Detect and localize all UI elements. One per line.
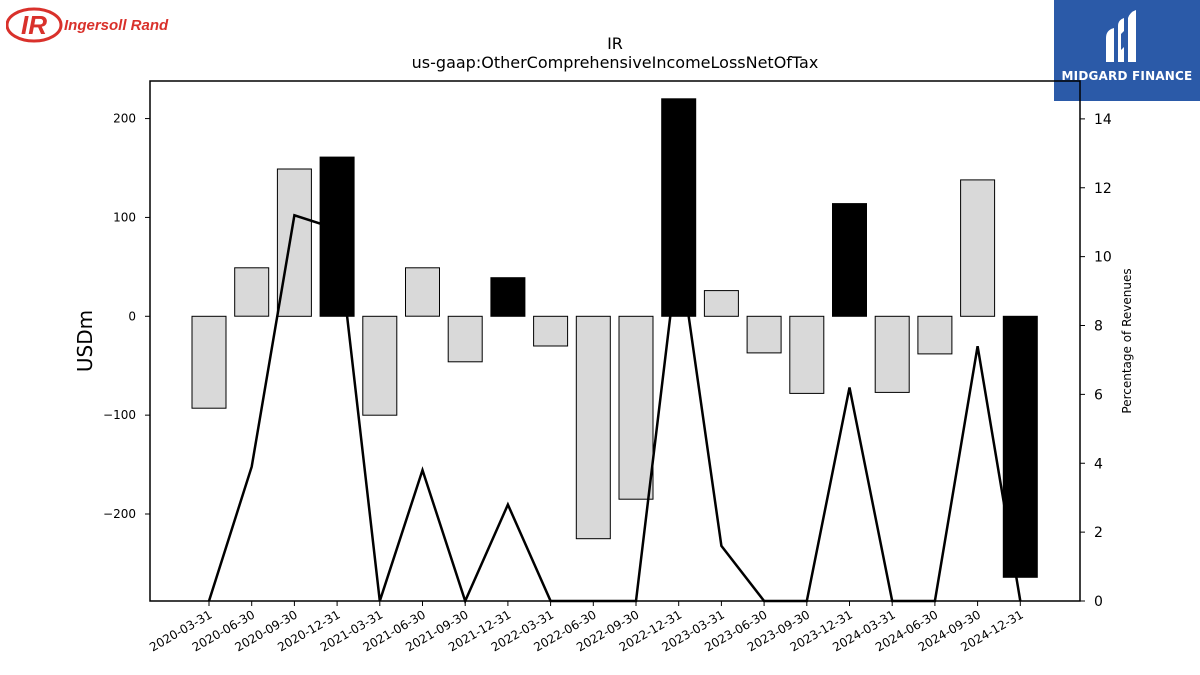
- y2-tick-label: 8: [1094, 319, 1103, 335]
- midgard-logo-icon: [1106, 10, 1136, 62]
- brand-logo: MIDGARD FINANCE: [1054, 0, 1200, 101]
- bars-layer: [191, 98, 1038, 578]
- logo-mark-text: IR: [21, 10, 47, 40]
- y-tick-label: 100: [113, 210, 136, 224]
- plot-frame: [149, 80, 1081, 602]
- bar-2022-06-30: [575, 315, 611, 540]
- ir-logo-icon: IR: [6, 7, 63, 43]
- bar-2024-09-30: [960, 179, 996, 317]
- bar-2020-09-30: [276, 168, 312, 317]
- company-name: Ingersoll Rand: [64, 16, 169, 34]
- bar-2023-09-30: [789, 315, 825, 394]
- y-tick-label: 0: [128, 309, 136, 323]
- bar-2024-06-30: [917, 315, 953, 355]
- bar-2021-06-30: [405, 267, 440, 317]
- bar-2024-03-31: [874, 315, 910, 393]
- bar-2022-03-31: [533, 315, 569, 347]
- y2-tick-label: 4: [1094, 456, 1103, 472]
- bar-2020-06-30: [234, 267, 270, 317]
- bar-2023-03-31: [703, 290, 739, 317]
- y-tick-label: 200: [113, 112, 136, 126]
- y2-tick-label: 12: [1094, 181, 1112, 197]
- y2-tick-label: 10: [1094, 250, 1112, 266]
- bar-2020-03-31: [191, 315, 227, 409]
- bar-2021-03-31: [362, 315, 398, 416]
- company-logo: IR Ingersoll Rand: [6, 6, 168, 44]
- bar-2022-12-31: [661, 98, 697, 317]
- bar-2023-06-30: [746, 315, 782, 354]
- y-axis-label: USDm: [73, 310, 97, 372]
- y2-axis-label: Percentage of Revenues: [1120, 268, 1134, 413]
- brand-name: MIDGARD FINANCE: [1061, 69, 1193, 83]
- bar-2021-09-30: [447, 315, 483, 363]
- bar-2021-12-31: [490, 277, 526, 317]
- y2-tick-label: 6: [1094, 387, 1103, 403]
- y-tick-label: −200: [103, 507, 136, 521]
- bar-2024-12-31: [1002, 315, 1038, 578]
- bar-2022-09-30: [618, 315, 654, 500]
- y-tick-label: −100: [103, 408, 136, 422]
- chart-subtitle: us-gaap:OtherComprehensiveIncomeLossNetO…: [412, 53, 819, 72]
- y2-tick-label: 2: [1094, 525, 1103, 541]
- chart-title: IR: [607, 34, 623, 53]
- y2-tick-label: 14: [1094, 112, 1112, 128]
- y2-tick-label: 0: [1094, 594, 1103, 610]
- bar-2023-12-31: [832, 203, 867, 317]
